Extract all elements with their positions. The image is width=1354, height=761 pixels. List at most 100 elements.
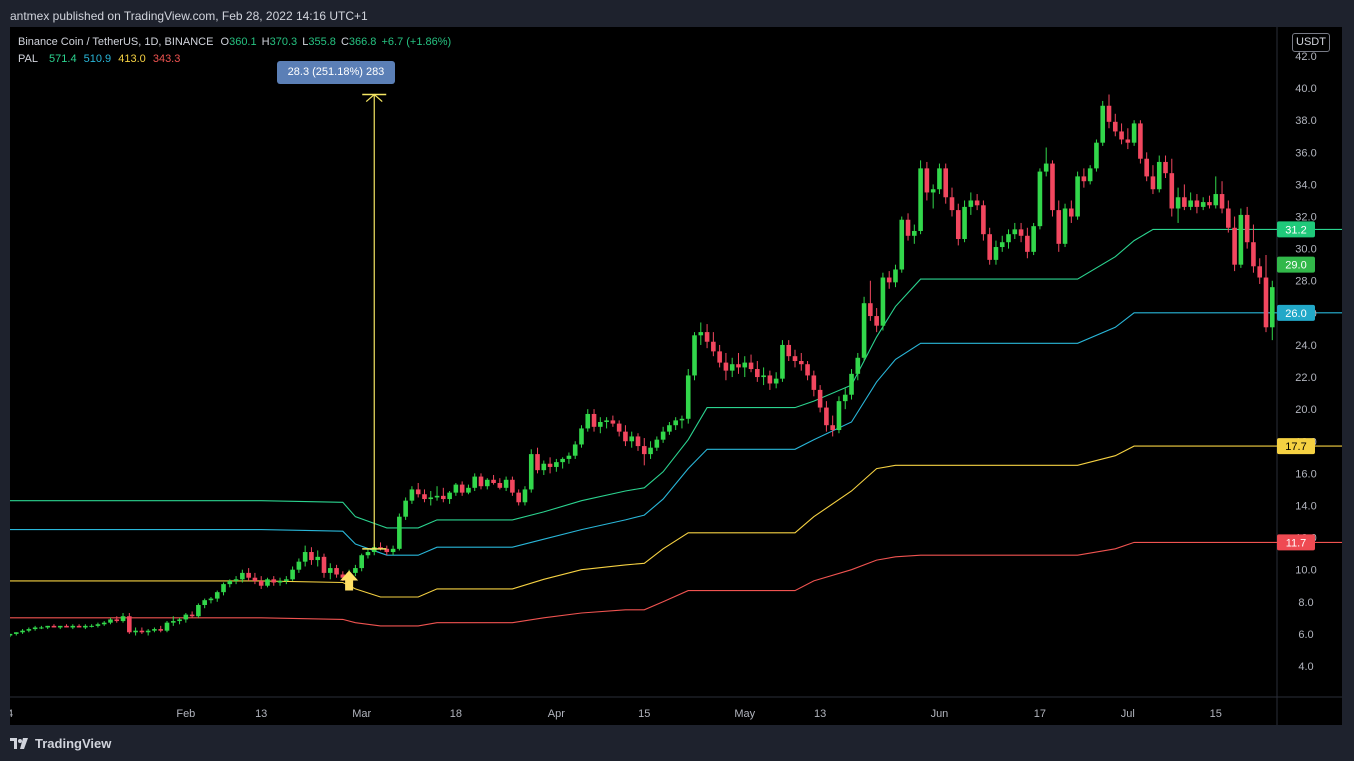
y-tick-label: 40.0 [1295,83,1316,95]
candle-body [1226,208,1231,228]
measure-tool [362,93,387,550]
candle-body [886,277,892,283]
candle-body [258,580,264,586]
ohlc-open-label: O [220,36,230,48]
tradingview-logo-icon [10,737,28,749]
candle-body [1213,194,1219,206]
candle-body [742,362,748,368]
candle-body [786,344,792,357]
candle-body [371,547,377,553]
candle-body [566,455,572,459]
price-label-text: 11.7 [1286,537,1307,549]
candle-body [1043,163,1049,172]
candle-body [868,303,873,317]
candle-body [780,344,785,379]
currency-badge[interactable]: USDT [1292,33,1330,52]
candle-body [1087,168,1093,182]
candle-body [170,621,176,623]
pal-line-4 [10,541,1354,627]
symbol-legend[interactable]: Binance Coin / TetherUS, 1D, BINANCE O36… [18,36,455,48]
candle-body [893,269,898,283]
candle-body [993,247,999,260]
candle-body [45,625,50,628]
candle-body [541,463,547,471]
chart-area[interactable]: 42.0 40.0 38.0 36.0 34.0 32.0 30.0 28.0 26.0 24.0… [7,27,1354,725]
candle-body [447,492,452,500]
candle-body [1232,227,1237,265]
candle-body [1156,161,1162,190]
candle-body [1062,208,1068,244]
candle-body [64,625,69,628]
candle-body [811,375,817,390]
candle-body [805,364,810,376]
candle-body [880,277,886,326]
candle-body [1138,123,1143,159]
candle-body [1175,197,1181,209]
price-axis: 42.040.038.036.034.032.030.028.026.024.0… [1295,51,1316,673]
candle-body [441,495,446,500]
candle-body [497,483,503,488]
y-tick-label: 30.0 [1295,244,1316,256]
buy-marker [340,570,359,591]
indicator-legend[interactable]: PAL 571.4 510.9 413.0 343.3 [18,53,184,65]
candle-body [428,497,434,500]
candle-body [39,627,44,629]
candle-body [177,619,182,622]
candle-body [981,205,986,235]
candle-body [711,341,716,352]
ohlc-high: H370.3 [262,36,297,48]
candle-body [108,619,113,623]
candle-body [547,463,553,467]
candle-body [1200,202,1206,207]
candle-body [717,351,722,363]
candle-body [554,462,559,467]
price-label-bg [1277,221,1315,238]
tradingview-logo[interactable]: TradingView [10,736,111,751]
candle-body [830,425,835,431]
candle-body [798,361,804,365]
candle-body [1257,266,1263,278]
grid [10,27,1342,725]
candle-body [246,572,251,578]
candle-body [1018,229,1024,236]
y-tick-label: 24.0 [1295,340,1316,352]
candle-body [83,625,88,628]
candle-body [390,548,396,553]
candle-body [20,630,25,633]
candle-body [353,568,358,573]
ohlc-low-label: L [302,36,309,48]
candle-body [1075,176,1080,217]
ohlc-open-value: 360.1 [229,36,257,48]
candle-body [302,552,308,562]
price-label-text: 17.7 [1285,441,1306,453]
candle-body [139,630,145,633]
candle-body [271,579,277,583]
ohlc-low: L355.8 [302,36,336,48]
price-label-bg [1277,438,1315,455]
candle-body [196,605,201,617]
candle-body [912,230,917,236]
candle-body [792,356,798,361]
x-tick-label: Apr [548,708,565,720]
candle-body [208,598,214,601]
y-tick-label: 42.0 [1295,51,1316,63]
candle-body [397,516,402,549]
x-tick-label: 18 [450,708,462,720]
candle-body [284,579,289,581]
candle-body [1094,142,1099,169]
candle-body [409,489,415,501]
candle-body [654,439,660,448]
candle-body [610,420,616,424]
measure-label[interactable]: 28.3 (251.18%) 283 [277,61,395,84]
candle-body [924,168,930,193]
candle-body [535,454,540,471]
y-tick-label: 6.0 [1298,629,1313,641]
candle-body [478,476,484,487]
ohlc-close-value: 366.8 [348,36,377,48]
candle-body [127,616,132,633]
y-tick-label: 16.0 [1295,468,1316,480]
chart-canvas[interactable]: 42.0 40.0 38.0 36.0 34.0 32.0 30.0 28.0 26.0 24.0… [7,27,1354,725]
candle-body [1069,208,1074,217]
candle-body [836,401,842,431]
candle-body [616,423,622,432]
